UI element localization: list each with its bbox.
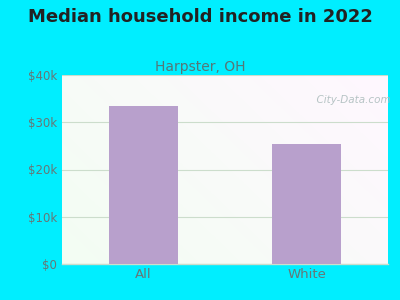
Text: Harpster, OH: Harpster, OH [155, 60, 245, 74]
Bar [272, 143, 341, 264]
Bar [109, 106, 178, 264]
Text: Median household income in 2022: Median household income in 2022 [28, 8, 372, 26]
Text: City-Data.com: City-Data.com [310, 94, 390, 105]
